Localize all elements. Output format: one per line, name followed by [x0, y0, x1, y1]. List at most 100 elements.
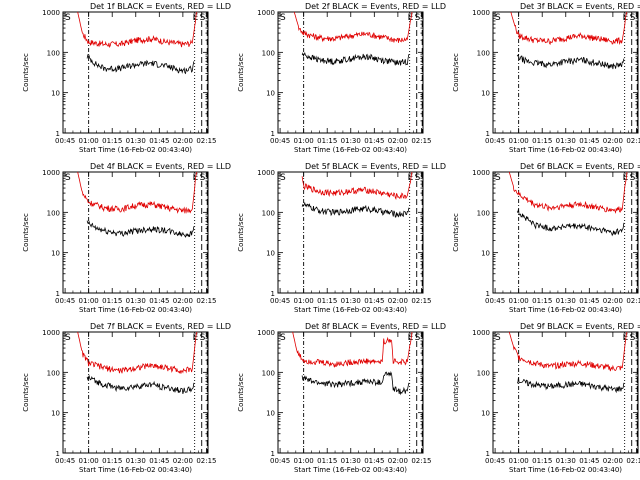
y-axis-label: Counts/sec	[237, 53, 245, 92]
time-marker-label: S	[200, 333, 206, 343]
events-series-line	[516, 54, 625, 70]
y-tick-label: 100	[477, 49, 490, 57]
x-tick-label: 00:45	[485, 297, 505, 305]
x-axis-label: Start Time (16-Feb-02 00:43:40)	[509, 146, 622, 154]
y-tick-label: 1	[56, 130, 60, 138]
x-tick-label: 01:15	[317, 297, 337, 305]
time-marker-label: S	[495, 13, 501, 23]
x-tick-label: 00:45	[485, 137, 505, 145]
x-tick-label: 01:15	[532, 457, 552, 465]
time-marker-label: E	[408, 333, 414, 343]
events-series-line	[516, 209, 625, 237]
x-tick-label: 01:45	[579, 137, 599, 145]
x-tick-label: 01:15	[532, 297, 552, 305]
x-tick-label: 01:45	[579, 457, 599, 465]
time-marker-label: S	[415, 333, 421, 343]
chart-title: Det 2f BLACK = Events, RED = LLD	[305, 2, 446, 11]
time-marker-label: S	[200, 13, 206, 23]
events-series-line	[301, 51, 410, 66]
chart-panel: Det 1f BLACK = Events, RED = LLD 1 10 100 10…	[22, 2, 231, 154]
plot-frame	[492, 11, 639, 134]
x-tick-label: 02:15	[626, 297, 640, 305]
x-tick-label: 01:30	[126, 137, 146, 145]
chart-title: Det 1f BLACK = Events, RED = LLD	[90, 2, 231, 11]
x-tick-label: 01:30	[556, 457, 576, 465]
time-marker-label: S	[65, 333, 71, 343]
chart-title: Det 7f BLACK = Events, RED = LLD	[90, 322, 231, 331]
y-tick-label: 1000	[257, 9, 275, 17]
y-tick-label: 1000	[257, 169, 275, 177]
x-tick-label: 00:45	[55, 457, 75, 465]
y-tick-label: 1	[56, 450, 60, 458]
x-axis-label: Start Time (16-Feb-02 00:43:40)	[294, 306, 407, 314]
y-tick-label: 1	[486, 450, 490, 458]
y-tick-label: 100	[262, 49, 275, 57]
time-marker-label: S	[280, 173, 286, 183]
lld-series-line	[77, 331, 198, 374]
x-tick-label: 01:45	[149, 457, 169, 465]
events-series-line	[517, 377, 625, 394]
y-tick-label: 1	[486, 290, 490, 298]
x-tick-label: 01:45	[149, 297, 169, 305]
events-series-line	[86, 53, 195, 75]
x-tick-label: 01:00	[79, 457, 99, 465]
x-tick-label: 01:00	[294, 457, 314, 465]
x-tick-label: 02:00	[173, 297, 193, 305]
x-tick-label: 01:15	[317, 457, 337, 465]
x-tick-label: 02:00	[173, 457, 193, 465]
plot-frame	[277, 171, 424, 294]
events-series-line	[86, 374, 195, 394]
chart-panel: Det 4f BLACK = Events, RED = LLD 1 10 100 10…	[22, 162, 231, 314]
x-tick-label: 02:00	[603, 457, 623, 465]
x-axis-label: Start Time (16-Feb-02 00:43:40)	[509, 306, 622, 314]
y-tick-label: 100	[47, 369, 60, 377]
x-tick-label: 01:45	[579, 297, 599, 305]
x-tick-label: 00:45	[270, 457, 290, 465]
x-tick-label: 01:15	[317, 137, 337, 145]
x-tick-label: 01:45	[149, 137, 169, 145]
chart-panel: Det 8f BLACK = Events, RED = LLD 1 10 100 10…	[237, 322, 446, 474]
x-tick-label: 01:30	[556, 137, 576, 145]
chart-panel: Det 5f BLACK = Events, RED = LLD 1 10 100 10…	[237, 162, 446, 314]
time-marker-label: S	[630, 13, 636, 23]
y-axis-label: Counts/sec	[237, 213, 245, 252]
x-tick-label: 01:15	[532, 137, 552, 145]
y-tick-label: 10	[481, 250, 490, 258]
chart-panel: Det 9f BLACK = Events, RED = LLD 1 10 100 10…	[452, 322, 640, 474]
x-tick-label: 01:30	[341, 297, 361, 305]
x-tick-label: 02:15	[196, 457, 216, 465]
x-tick-label: 02:15	[411, 137, 431, 145]
lld-series-line	[293, 11, 413, 43]
y-axis-label: Counts/sec	[452, 373, 460, 412]
chart-title: Det 5f BLACK = Events, RED = LLD	[305, 162, 446, 171]
chart-panel: Det 6f BLACK = Events, RED = LLD 1 10 100 10…	[452, 162, 640, 314]
y-tick-label: 1	[486, 130, 490, 138]
time-marker-label: S	[280, 333, 286, 343]
x-tick-label: 01:15	[102, 457, 122, 465]
y-tick-label: 1000	[42, 9, 60, 17]
x-tick-label: 02:15	[411, 457, 431, 465]
time-marker-label: E	[623, 173, 629, 183]
y-tick-label: 10	[481, 90, 490, 98]
y-tick-label: 100	[47, 209, 60, 217]
time-marker-label: S	[415, 173, 421, 183]
y-tick-label: 100	[47, 49, 60, 57]
y-tick-label: 10	[481, 410, 490, 418]
y-tick-label: 10	[51, 90, 60, 98]
y-axis-label: Counts/sec	[22, 373, 30, 412]
y-axis-label: Counts/sec	[22, 213, 30, 252]
time-marker-label: S	[630, 173, 636, 183]
x-tick-label: 00:45	[55, 137, 75, 145]
y-tick-label: 1000	[472, 9, 490, 17]
chart-title: Det 4f BLACK = Events, RED = LLD	[90, 162, 231, 171]
lld-series-line	[301, 171, 413, 200]
x-tick-label: 01:30	[341, 137, 361, 145]
chart-panel: Det 7f BLACK = Events, RED = LLD 1 10 100 10…	[22, 322, 231, 474]
x-tick-label: 01:00	[509, 457, 529, 465]
x-axis-label: Start Time (16-Feb-02 00:43:40)	[509, 466, 622, 474]
x-tick-label: 01:00	[509, 297, 529, 305]
x-tick-label: 02:00	[603, 297, 623, 305]
x-tick-label: 01:15	[102, 297, 122, 305]
y-tick-label: 1000	[257, 329, 275, 337]
chart-title: Det 6f BLACK = Events, RED = LLD	[520, 162, 640, 171]
